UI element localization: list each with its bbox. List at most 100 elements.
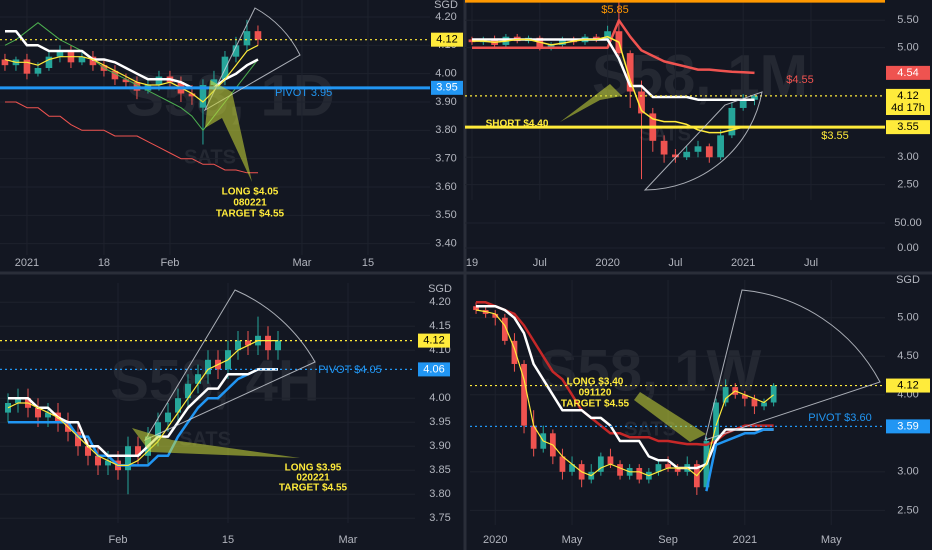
x-tick-label: Jul [533, 257, 547, 269]
fib-fan [203, 7, 301, 112]
indicator-line [472, 19, 755, 75]
y-tick-label: 5.00 [897, 312, 918, 324]
candle-body [770, 385, 777, 403]
countdown-label: 4d 17h [891, 102, 925, 114]
candle-body [547, 44, 555, 48]
candle-body [105, 460, 111, 466]
x-tick-label: Sep [658, 534, 678, 546]
price-tag [886, 65, 930, 80]
y-tick-label: 3.00 [897, 151, 918, 163]
candle-body [235, 340, 241, 351]
annotation: LONG $3.95 [285, 463, 342, 474]
candle-body [521, 363, 527, 426]
currency-label: SGD [434, 0, 458, 11]
y-tick-label: 4.15 [429, 320, 450, 332]
watermark: S58, 4H [110, 348, 320, 413]
y-tick-label: 3.85 [429, 464, 450, 476]
y-tick-label: 5.00 [897, 42, 918, 54]
candle-body [674, 467, 681, 472]
candle-body [75, 431, 81, 447]
price-tag-label: 3.59 [897, 420, 918, 432]
candle-body [604, 31, 611, 40]
indicator-line [476, 301, 774, 447]
price-tag-label: 4.12 [423, 335, 444, 347]
candle-body [243, 31, 251, 46]
candle-body [597, 456, 604, 472]
candle-body [511, 340, 518, 364]
arrow-drawing [132, 428, 300, 458]
candle-body [135, 446, 141, 456]
y-tick-label: 3.90 [435, 96, 456, 108]
candle-body [473, 306, 479, 311]
candle-body [23, 59, 31, 74]
x-tick-label: 19 [466, 257, 478, 269]
annotation: $4.55 [786, 74, 814, 86]
y-tick-label: 3.75 [429, 512, 450, 524]
price-tag [431, 32, 463, 47]
x-tick-label: 2021 [731, 257, 755, 269]
candle-body [672, 154, 679, 158]
candle-body [185, 383, 191, 399]
price-tag [886, 120, 930, 135]
y-tick-label: 2.50 [897, 179, 918, 191]
y-tick-label: 2.50 [897, 504, 918, 516]
candle-body [751, 398, 758, 407]
price-tag [418, 333, 450, 348]
chart-panel: S58, 4HSATS4.204.154.104.003.953.903.853… [0, 283, 452, 546]
x-tick-label: Mar [292, 257, 311, 269]
watermark-sub: SATS [624, 418, 676, 440]
candle-body [694, 146, 702, 152]
annotation: LONG $3.40 [567, 377, 624, 388]
candle-body [660, 140, 668, 155]
candle-body [592, 36, 600, 40]
price-tag-label: 3.55 [897, 121, 918, 133]
x-tick-label: 18 [98, 257, 110, 269]
candle-body [530, 425, 537, 449]
candle-body [492, 313, 499, 318]
y-tick-label: 4.00 [435, 68, 456, 80]
candle-body [665, 464, 671, 468]
candle-body [188, 93, 196, 97]
price-tag-label: 4.54 [897, 67, 918, 79]
candle-body [559, 39, 566, 45]
candle-body [636, 467, 643, 480]
price-tag [886, 378, 930, 393]
y2-tick-label: 50.00 [894, 217, 922, 229]
candle-body [683, 151, 691, 158]
watermark-sub: SATS [184, 146, 236, 168]
annotation: PIVOT $3.60 [808, 412, 871, 424]
candle-body [85, 446, 91, 456]
candle-body [265, 335, 271, 351]
arrow-drawing [560, 84, 622, 122]
y-tick-label: 3.90 [429, 440, 450, 452]
indicator-line [5, 101, 258, 174]
annotation: TARGET $4.55 [216, 209, 285, 220]
x-tick-label: 15 [362, 257, 374, 269]
y-tick-label: 4.00 [429, 392, 450, 404]
arrow-drawing [634, 392, 706, 442]
candle-body [739, 99, 747, 108]
x-tick-label: 15 [222, 534, 234, 546]
annotation: PIVOT $4.05 [318, 364, 381, 376]
candle-body [111, 70, 119, 80]
x-tick-label: 2020 [483, 534, 507, 546]
candle-body [713, 402, 719, 442]
x-tick-label: 2021 [733, 534, 757, 546]
indicator-line [476, 304, 774, 470]
price-tag-label: 4.12 [897, 90, 918, 102]
y-tick-label: 4.50 [897, 350, 918, 362]
candle-body [35, 407, 41, 418]
indicator-line [475, 309, 774, 477]
price-tag [886, 419, 930, 434]
candle-body [15, 398, 21, 403]
indicator-line [7, 340, 278, 466]
candle-body [199, 85, 207, 108]
x-tick-label: Mar [339, 534, 358, 546]
y-tick-label: 3.60 [435, 181, 456, 193]
y-tick-label: 3.70 [435, 153, 456, 165]
annotation: $3.55 [821, 130, 849, 142]
annotation: PIVOT 3.95 [275, 87, 332, 99]
